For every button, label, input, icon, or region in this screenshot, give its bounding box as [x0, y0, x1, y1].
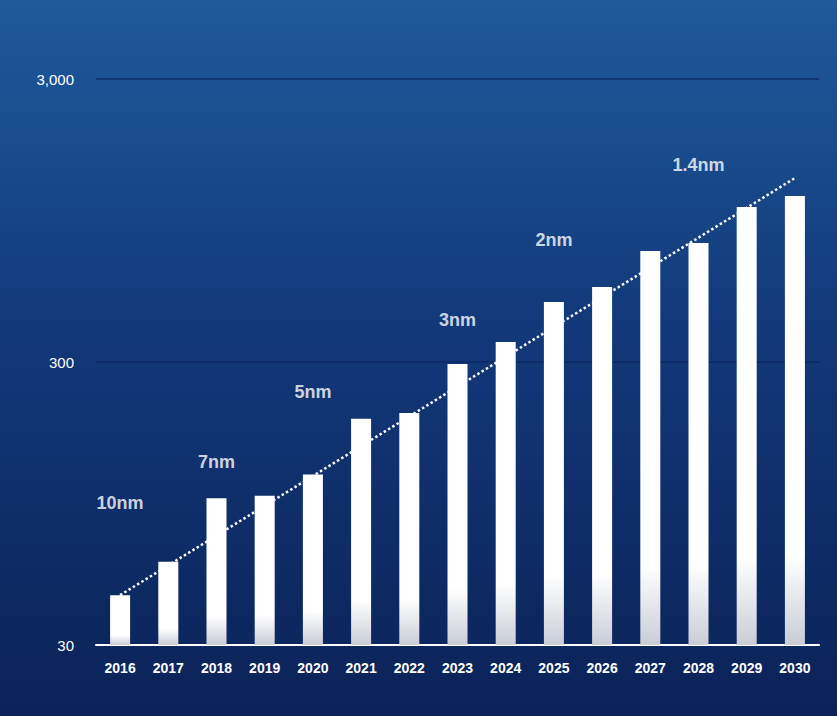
- svg-text:1.4nm: 1.4nm: [672, 155, 724, 175]
- svg-text:2025: 2025: [538, 660, 569, 676]
- svg-text:10nm: 10nm: [97, 493, 144, 513]
- svg-text:3,000: 3,000: [36, 71, 74, 88]
- svg-text:2022: 2022: [394, 660, 425, 676]
- svg-text:2020: 2020: [297, 660, 328, 676]
- svg-text:5nm: 5nm: [294, 382, 331, 402]
- svg-text:2029: 2029: [731, 660, 762, 676]
- svg-text:2018: 2018: [201, 660, 232, 676]
- svg-text:2026: 2026: [587, 660, 618, 676]
- svg-text:2nm: 2nm: [535, 230, 572, 250]
- svg-text:300: 300: [49, 354, 74, 371]
- svg-text:7nm: 7nm: [198, 452, 235, 472]
- svg-text:2016: 2016: [105, 660, 136, 676]
- svg-text:2027: 2027: [635, 660, 666, 676]
- svg-text:2021: 2021: [346, 660, 377, 676]
- svg-text:2023: 2023: [442, 660, 473, 676]
- svg-text:2024: 2024: [490, 660, 521, 676]
- svg-text:2017: 2017: [153, 660, 184, 676]
- svg-text:3nm: 3nm: [439, 310, 476, 330]
- svg-text:2028: 2028: [683, 660, 714, 676]
- svg-text:30: 30: [57, 637, 74, 654]
- svg-text:2019: 2019: [249, 660, 280, 676]
- svg-text:2030: 2030: [779, 660, 810, 676]
